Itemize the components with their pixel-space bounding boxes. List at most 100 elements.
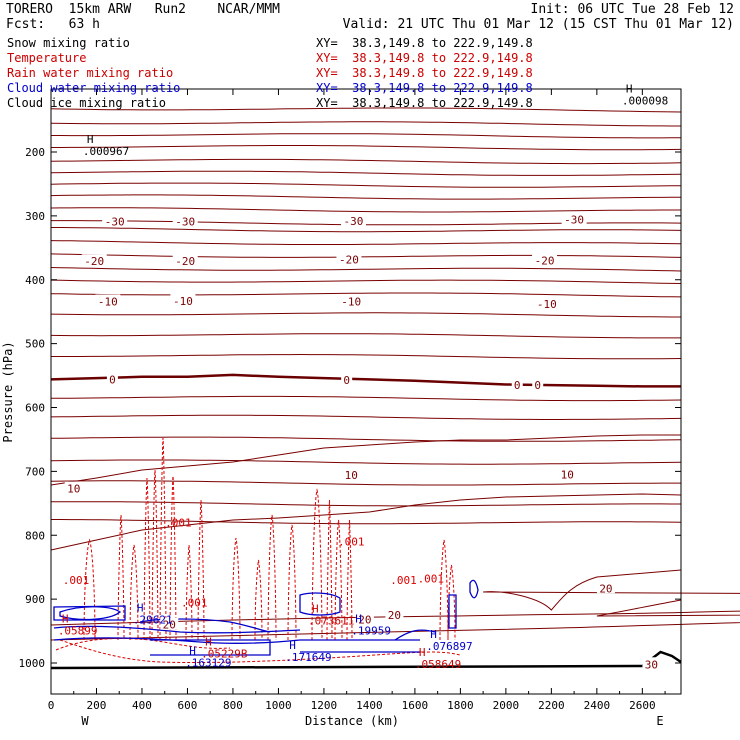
x-end-west: W [81,714,89,728]
y-tick-label: 400 [25,274,45,287]
rain-contour [197,499,205,641]
temperature-label-bg [642,657,661,670]
isotherm-line [50,395,682,402]
rain-label: .001 [418,573,445,586]
maximum-value: .076897 [426,640,472,653]
y-tick-label: 600 [25,402,45,415]
temperature-label-bg [95,294,121,307]
isotherm-line [50,312,681,318]
temperature-label: 0 [343,374,350,387]
isotherm-line [51,227,682,233]
maximum-marker: H [355,613,362,626]
isotherm-line [50,207,681,213]
temperature-label: -30 [175,216,195,229]
y-tick-label: 300 [25,210,45,223]
x-tick-label: 1000 [265,699,292,712]
maximum-marker: H [626,82,633,95]
isotherm-line [50,493,682,551]
temperature-label-bg [355,612,374,625]
legend-cloud-ice-xy: XY= 38.3,149.8 to 222.9,149.8 [316,96,533,110]
y-tick-label: 200 [25,146,45,159]
temperature-label: 30 [645,658,658,671]
temperature-label-bg [342,468,361,481]
x-tick-label: 1200 [311,699,338,712]
maximum-value: .058649 [415,658,461,671]
temperature-label-bg [160,617,179,630]
rain-contour [129,544,139,641]
x-tick-label: 800 [223,699,243,712]
temperature-label-bg [340,213,366,226]
temperature-label: 0 [514,379,521,392]
rain-contour [143,477,151,641]
isotherm-line [50,253,682,258]
maximum-value: .163129 [185,657,231,670]
rain-label: .001 [165,516,192,529]
maximum-marker: H [430,628,437,641]
terrain-line [50,650,682,670]
cloud-water-contour [139,618,271,633]
x-tick-label: 2200 [538,699,565,712]
temperature-label: 0 [534,379,541,392]
rain-contour [334,519,343,641]
isotherm-line [50,170,682,176]
isotherm-line [50,158,682,165]
isotherm-line [51,501,681,507]
x-end-east: E [656,714,663,728]
contour-labels: -30 -30 -30 -30-20 -20 -20 -20-10 -10 -10 -100 0 0 0… [58,82,668,671]
temperature-label-bg [338,294,364,307]
temperature-label-bg [532,253,558,266]
rain-contour [185,544,193,641]
rain-label: .001 [63,574,90,587]
temperature-label-bg [170,293,196,306]
rain-contour [267,514,277,641]
y-tick-label: 1000 [19,657,46,670]
temperature-label-bg [561,212,587,225]
temperature-label-bg [106,372,118,385]
maximum-marker: H [312,602,319,615]
isotherm-line [51,353,682,360]
maximum-value: .05229B [201,648,248,661]
maximum-value: .19959 [351,625,391,638]
forecast-hour: Fcst: 63 h [6,17,100,32]
isotherm-line [50,121,681,127]
rain-contour [151,469,159,641]
rain-contour [159,437,167,641]
isotherm-line [50,480,681,486]
plot-frame [50,88,682,695]
x-axis-title: Distance (km) [305,714,399,728]
isotherm-line [50,107,682,113]
temperature-label-bg [511,378,523,391]
temperature-label-bg [385,608,404,621]
cloud-water-contour [448,594,457,629]
legend-temperature-xy: XY= 38.3,149.8 to 222.9,149.8 [316,51,533,65]
isotherm-line [50,292,682,298]
isotherm-line [50,434,681,486]
legend-cloud-water-xy: XY= 38.3,149.8 to 222.9,149.8 [316,81,533,95]
temperature-label: 20 [388,609,401,622]
rain-contour [311,488,323,641]
maximum-value: .29621 [133,614,173,627]
temperature-label-bg [534,297,560,310]
temperature-label-bg [64,481,83,494]
cloud-water-contour [150,639,271,656]
axes: 0 200 400 600 800 1000 1200 1400 1600 1800 2000 220… [19,89,681,712]
temperature-label: -30 [564,214,584,227]
temperature-label: 20 [163,619,176,632]
maximum-value: .073611 [308,614,354,627]
legend-rain: Rain water mixing ratio [7,66,174,80]
cloud-water-contour [300,639,420,653]
rain-contour [117,514,125,641]
isotherm-line [50,459,682,465]
y-tick-label: 500 [25,338,45,351]
isotherm-line [50,267,682,272]
cloud-water-contour [59,606,122,621]
rain-contour [83,538,96,641]
temperature-label: -10 [98,295,118,308]
maximum-marker: H [289,639,296,652]
maximum-marker: H [87,133,94,146]
maximum-marker: H [137,602,144,615]
cloud-water-contour [394,629,436,641]
legend-temperature: Temperature [7,51,87,65]
temperature-label-bg [172,214,198,227]
